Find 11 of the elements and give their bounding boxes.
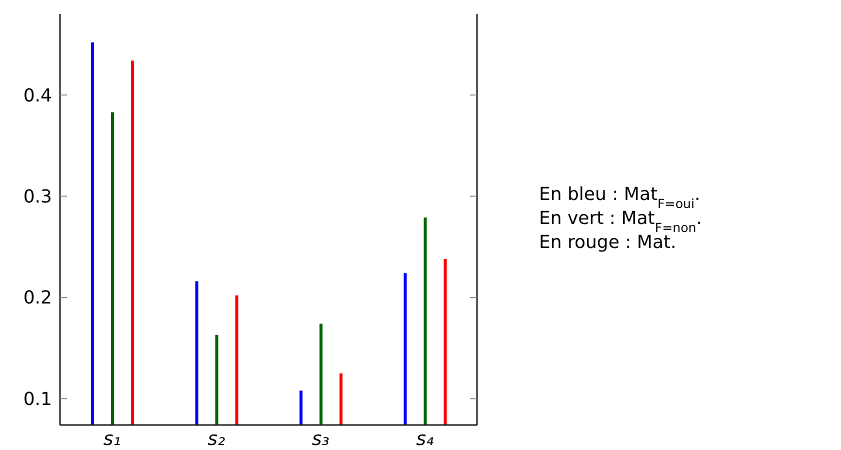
- text: En rouge : Mat.: [539, 232, 676, 253]
- y-tick-label: 0.2: [23, 288, 52, 309]
- y-tick-label: 0.4: [23, 85, 52, 106]
- y-tick-label: 0.3: [23, 186, 52, 208]
- text: En bleu : Mat$_{F=oui}$.: [539, 184, 700, 210]
- text: En vert : Mat$_{F=non}$.: [539, 208, 702, 234]
- x-tick-label: s₄: [416, 428, 434, 450]
- x-tick-label: s₂: [208, 428, 226, 450]
- y-tick-label: 0.1: [23, 388, 52, 410]
- x-tick-label: s₁: [103, 428, 121, 450]
- x-tick-label: s₃: [312, 428, 330, 450]
